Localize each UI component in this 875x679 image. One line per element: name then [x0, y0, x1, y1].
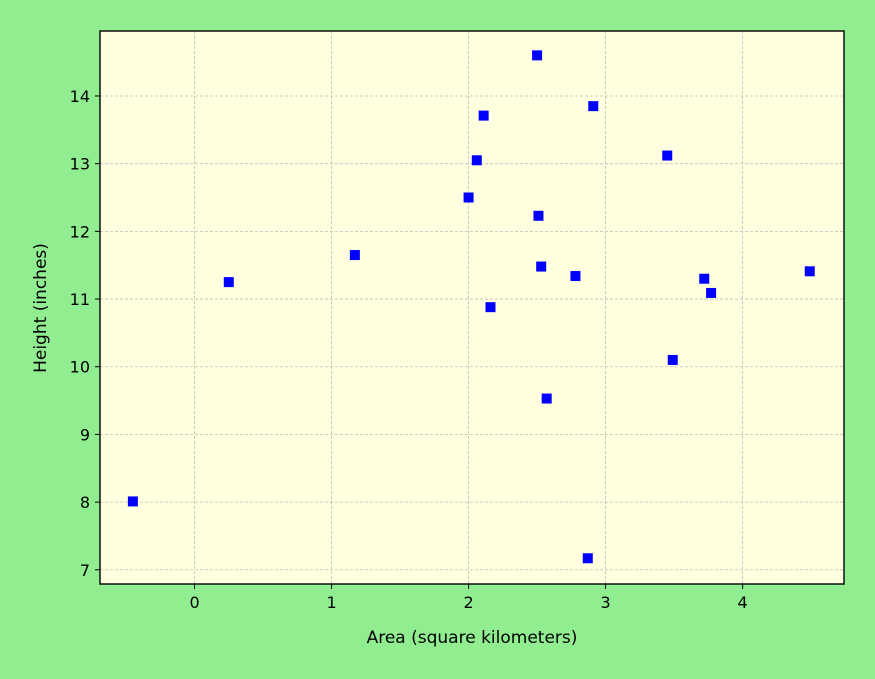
- y-axis: 7 8 9 10 11 12 13 14: [70, 87, 100, 580]
- data-point: [542, 394, 552, 404]
- x-tick-label: 3: [600, 593, 610, 612]
- y-tick-label: 13: [70, 155, 90, 174]
- data-point: [485, 302, 495, 312]
- x-tick-label: 4: [738, 593, 748, 612]
- data-point: [536, 262, 546, 272]
- data-point: [479, 111, 489, 121]
- data-point: [805, 266, 815, 276]
- data-point: [224, 277, 234, 287]
- data-point: [464, 193, 474, 203]
- x-tick-label: 2: [463, 593, 473, 612]
- y-tick-label: 9: [80, 425, 90, 444]
- y-tick-label: 10: [70, 358, 90, 377]
- y-tick-label: 14: [70, 87, 90, 106]
- y-tick-label: 12: [70, 222, 90, 241]
- y-axis-title: Height (inches): [31, 243, 51, 373]
- data-point: [662, 151, 672, 161]
- x-tick-label: 0: [189, 593, 199, 612]
- x-axis: 0 1 2 3 4: [189, 584, 747, 612]
- data-point: [533, 211, 543, 221]
- data-point: [583, 553, 593, 563]
- plot-area: [100, 31, 844, 584]
- data-point: [706, 288, 716, 298]
- data-point: [588, 101, 598, 111]
- y-tick-label: 8: [80, 493, 90, 512]
- y-tick-label: 11: [70, 290, 90, 309]
- x-axis-title: Area (square kilometers): [367, 628, 578, 648]
- data-point: [350, 250, 360, 260]
- x-tick-label: 1: [326, 593, 336, 612]
- y-tick-label: 7: [80, 561, 90, 580]
- data-point: [699, 274, 709, 284]
- data-point: [570, 271, 580, 281]
- data-point: [472, 155, 482, 165]
- data-point: [532, 50, 542, 60]
- data-point: [668, 355, 678, 365]
- data-point: [128, 496, 138, 506]
